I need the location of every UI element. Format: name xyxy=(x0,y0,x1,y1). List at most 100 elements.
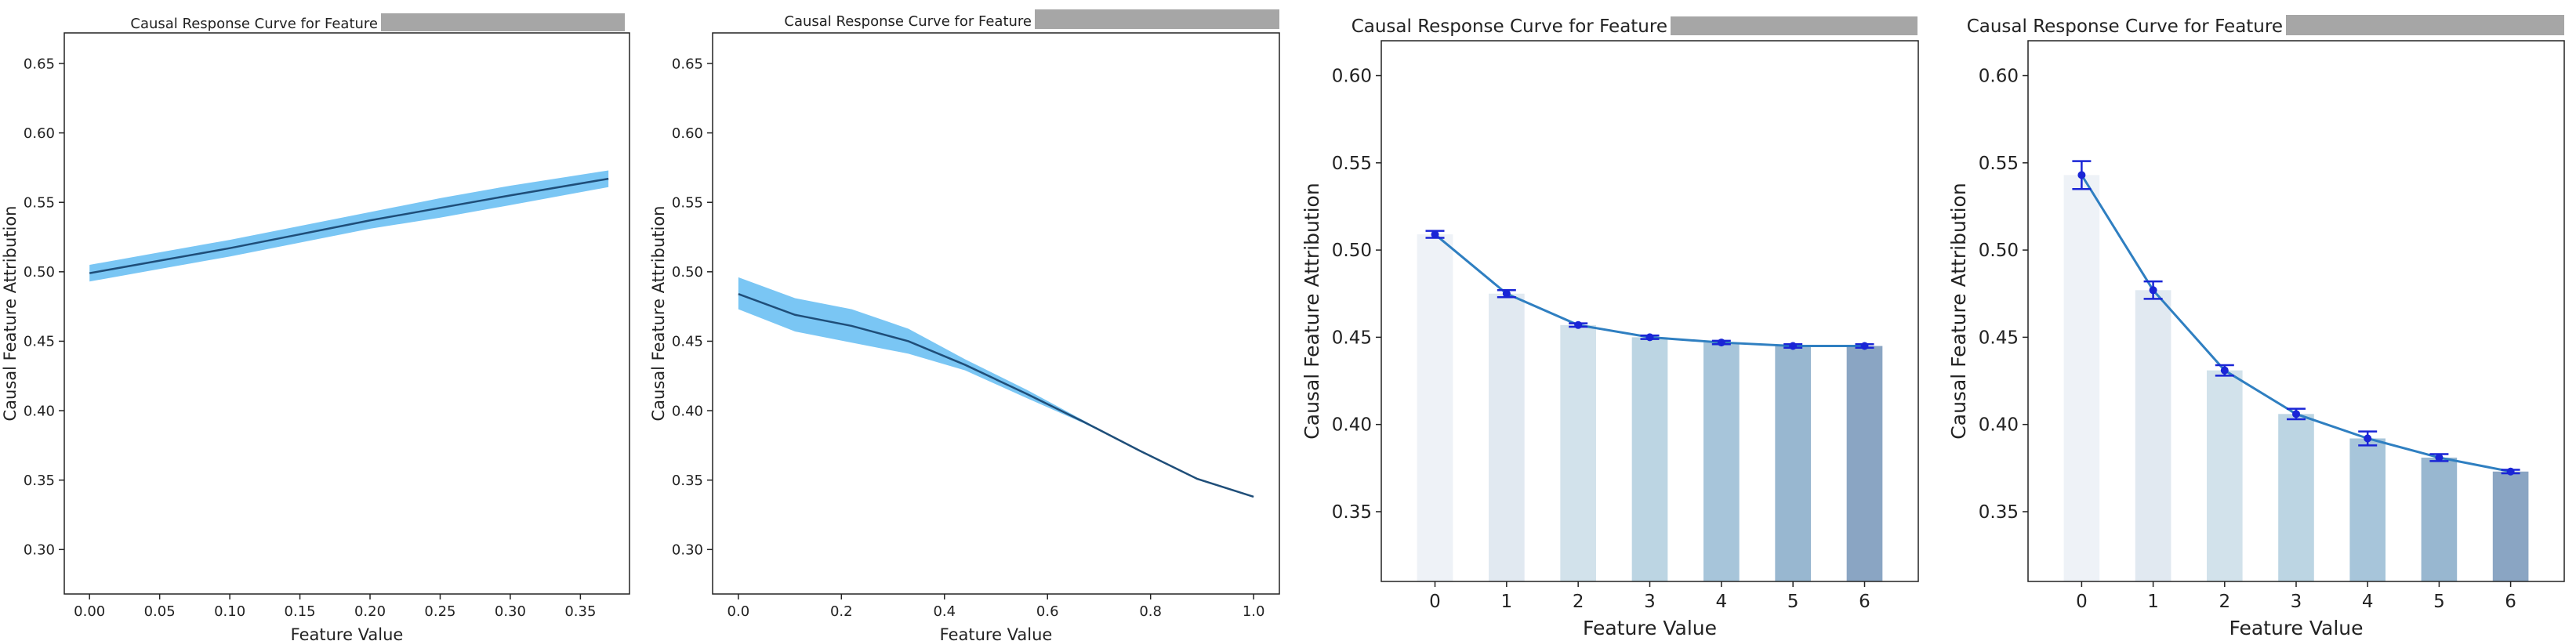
data-point xyxy=(2506,467,2515,476)
x-axis-label: Feature Value xyxy=(291,625,404,641)
data-point xyxy=(2364,434,2372,443)
title-redaction-box xyxy=(2286,15,2564,35)
chart-4: 0.35 0.40 0.45 0.50 0.55 0.60 0 1 2 3 4 5 6 Feature V… xyxy=(1947,15,2565,639)
y-tick-label: 0.60 xyxy=(24,125,55,142)
error-bar xyxy=(2358,430,2378,447)
y-tick-label: 0.40 xyxy=(1332,415,1372,436)
error-bar xyxy=(1855,343,1874,349)
y-tick-label: 0.35 xyxy=(1979,502,2019,523)
error-bar xyxy=(2287,407,2306,421)
x-tick-label: 0.4 xyxy=(933,603,956,620)
y-tick-label: 0.45 xyxy=(672,334,703,350)
x-tick-label: 1 xyxy=(2147,592,2159,612)
data-point xyxy=(2077,171,2086,179)
y-tick-label: 0.50 xyxy=(24,264,55,281)
chart-3: 0.35 0.40 0.45 0.50 0.55 0.60 0 1 2 3 4 5 6 Feature V… xyxy=(1301,16,1919,639)
bar xyxy=(1775,346,1811,581)
y-tick-label: 0.40 xyxy=(24,403,55,419)
x-tick-label: 0.0 xyxy=(727,603,750,620)
chart-2: 0.30 0.35 0.40 0.45 0.50 0.55 0.60 0.65 0.0 0.2 0.… xyxy=(649,9,1280,641)
plot-frame xyxy=(1381,40,1919,582)
y-tick-label: 0.50 xyxy=(672,264,703,281)
x-tick-label: 0 xyxy=(2076,592,2088,612)
x-tick-label: 5 xyxy=(2433,592,2445,612)
x-tick-label: 1 xyxy=(1501,592,1513,612)
x-axis-label: Feature Value xyxy=(940,625,1053,641)
data-point xyxy=(1717,339,1725,347)
y-tick-label: 0.35 xyxy=(1332,502,1372,523)
data-point xyxy=(2220,366,2229,375)
error-bar xyxy=(1425,230,1445,239)
y-tick-label: 0.35 xyxy=(24,473,55,489)
chart-title: Causal Response Curve for Feature xyxy=(1967,16,2283,37)
data-point xyxy=(1789,342,1798,350)
confidence-band xyxy=(738,277,1254,497)
bar xyxy=(2207,370,2243,581)
x-tick-label: 4 xyxy=(2362,592,2374,612)
y-tick-label: 0.60 xyxy=(672,125,703,142)
y-tick-label: 0.40 xyxy=(672,403,703,419)
x-tick-label: 0.15 xyxy=(285,603,316,620)
bar xyxy=(1489,293,1525,581)
bar xyxy=(1417,234,1453,581)
y-tick-label: 0.45 xyxy=(1332,328,1372,348)
response-line xyxy=(89,177,609,274)
error-bar xyxy=(2215,364,2234,377)
plot-frame xyxy=(712,32,1280,595)
x-tick-label: 4 xyxy=(1716,592,1728,612)
error-bar xyxy=(1711,339,1731,346)
error-bar xyxy=(1640,334,1660,340)
y-tick-label: 0.55 xyxy=(1332,154,1372,174)
x-tick-label: 0.35 xyxy=(564,603,596,620)
bar xyxy=(2278,414,2314,581)
x-tick-label: 0.00 xyxy=(74,603,105,620)
data-point xyxy=(1502,289,1511,298)
error-bar xyxy=(1497,289,1516,299)
y-tick-label: 0.40 xyxy=(1979,415,2019,436)
bar xyxy=(1560,324,1596,581)
x-tick-label: 2 xyxy=(2219,592,2230,612)
y-tick-label: 0.65 xyxy=(24,56,55,72)
x-tick-label: 3 xyxy=(1644,592,1656,612)
y-tick-label: 0.50 xyxy=(1979,241,2019,261)
x-tick-label: 0.6 xyxy=(1036,603,1059,620)
x-tick-label: 0.25 xyxy=(424,603,455,620)
bar xyxy=(1703,342,1740,581)
y-axis-label: Causal Feature Attribution xyxy=(1301,183,1323,439)
data-point xyxy=(1431,230,1439,239)
y-axis-label: Causal Feature Attribution xyxy=(649,206,668,422)
y-tick-label: 0.55 xyxy=(672,195,703,212)
x-tick-label: 0.2 xyxy=(830,603,853,620)
data-point xyxy=(1860,342,1869,350)
y-tick-label: 0.60 xyxy=(1332,67,1372,87)
confidence-band xyxy=(89,170,609,282)
chart-title: Causal Response Curve for Feature xyxy=(784,13,1032,30)
y-tick-label: 0.55 xyxy=(24,195,55,212)
data-point xyxy=(1574,320,1583,329)
plot-frame xyxy=(2027,40,2565,582)
x-tick-label: 3 xyxy=(2291,592,2302,612)
chart-title: Causal Response Curve for Feature xyxy=(1351,16,1667,37)
x-tick-label: 0.30 xyxy=(495,603,526,620)
y-tick-label: 0.35 xyxy=(672,473,703,489)
data-point xyxy=(2292,410,2300,418)
data-point xyxy=(2435,453,2444,462)
bar xyxy=(2421,457,2458,581)
trend-line xyxy=(2081,174,2511,473)
data-point xyxy=(2149,286,2157,295)
title-redaction-box xyxy=(1035,9,1279,29)
bar xyxy=(2135,290,2171,581)
bar xyxy=(2349,438,2386,581)
data-point xyxy=(1645,333,1654,342)
x-tick-label: 6 xyxy=(1859,592,1870,612)
x-tick-label: 6 xyxy=(2505,592,2516,612)
error-bar xyxy=(2501,469,2520,475)
error-bar xyxy=(2143,280,2163,300)
chart-title: Causal Response Curve for Feature xyxy=(130,16,378,32)
response-line xyxy=(738,293,1254,498)
plot-frame xyxy=(63,32,630,595)
title-redaction-box xyxy=(381,13,625,31)
error-bar xyxy=(1783,343,1803,349)
x-tick-label: 0.05 xyxy=(144,603,176,620)
